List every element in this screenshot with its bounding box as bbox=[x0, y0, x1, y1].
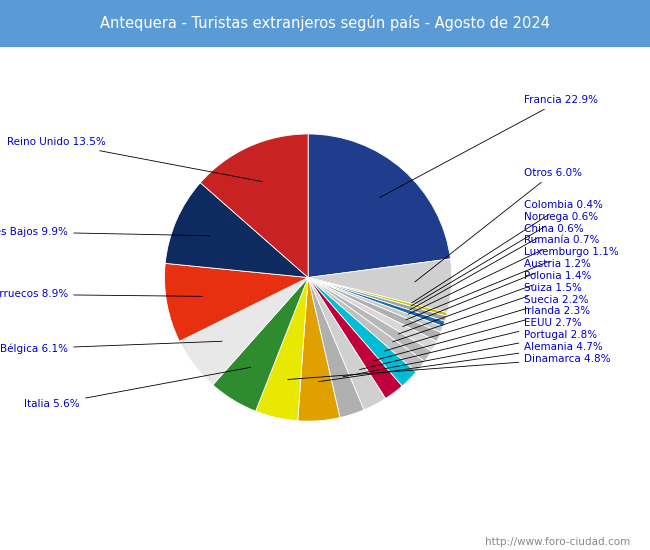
Wedge shape bbox=[165, 183, 308, 278]
Text: Italia 5.6%: Italia 5.6% bbox=[25, 367, 251, 409]
Text: Suiza 1.5%: Suiza 1.5% bbox=[393, 283, 582, 342]
Text: Reino Unido 13.5%: Reino Unido 13.5% bbox=[6, 138, 262, 182]
Wedge shape bbox=[179, 278, 308, 385]
Text: Dinamarca 4.8%: Dinamarca 4.8% bbox=[288, 354, 611, 380]
Text: Suecia 2.2%: Suecia 2.2% bbox=[385, 294, 589, 351]
Wedge shape bbox=[200, 134, 308, 278]
Wedge shape bbox=[308, 278, 424, 372]
Text: Francia 22.9%: Francia 22.9% bbox=[380, 95, 599, 197]
Text: Bélgica 6.1%: Bélgica 6.1% bbox=[0, 341, 222, 354]
Text: http://www.foro-ciudad.com: http://www.foro-ciudad.com bbox=[486, 537, 630, 547]
Text: Austria 1.2%: Austria 1.2% bbox=[402, 259, 592, 327]
Text: Alemania 4.7%: Alemania 4.7% bbox=[318, 342, 603, 382]
Wedge shape bbox=[308, 278, 432, 361]
Text: Luxemburgo 1.1%: Luxemburgo 1.1% bbox=[406, 247, 619, 320]
Wedge shape bbox=[308, 278, 447, 316]
Wedge shape bbox=[164, 263, 308, 342]
Wedge shape bbox=[308, 259, 452, 312]
Text: Noruega 0.6%: Noruega 0.6% bbox=[411, 212, 599, 306]
Wedge shape bbox=[255, 278, 308, 421]
Text: Rumanía 0.7%: Rumanía 0.7% bbox=[408, 235, 600, 314]
Wedge shape bbox=[308, 278, 402, 399]
Text: Otros 6.0%: Otros 6.0% bbox=[415, 168, 582, 282]
Wedge shape bbox=[308, 278, 445, 327]
Text: Irlanda 2.3%: Irlanda 2.3% bbox=[374, 306, 590, 361]
Text: Portugal 2.8%: Portugal 2.8% bbox=[343, 330, 597, 377]
Wedge shape bbox=[308, 278, 447, 321]
Wedge shape bbox=[308, 278, 437, 351]
Text: Antequera - Turistas extranjeros según país - Agosto de 2024: Antequera - Turistas extranjeros según p… bbox=[100, 15, 550, 31]
Wedge shape bbox=[298, 278, 340, 421]
Text: Colombia 0.4%: Colombia 0.4% bbox=[411, 200, 603, 303]
Wedge shape bbox=[308, 278, 443, 332]
Wedge shape bbox=[213, 278, 308, 411]
Text: Países Bajos 9.9%: Países Bajos 9.9% bbox=[0, 227, 209, 237]
Text: EEUU 2.7%: EEUU 2.7% bbox=[359, 318, 582, 370]
Wedge shape bbox=[308, 278, 364, 417]
Text: China 0.6%: China 0.6% bbox=[410, 223, 584, 310]
Wedge shape bbox=[308, 278, 441, 342]
Text: Polonia 1.4%: Polonia 1.4% bbox=[398, 271, 592, 334]
Text: Marruecos 8.9%: Marruecos 8.9% bbox=[0, 289, 202, 299]
Wedge shape bbox=[308, 278, 385, 410]
Wedge shape bbox=[308, 134, 450, 278]
Wedge shape bbox=[308, 278, 416, 386]
